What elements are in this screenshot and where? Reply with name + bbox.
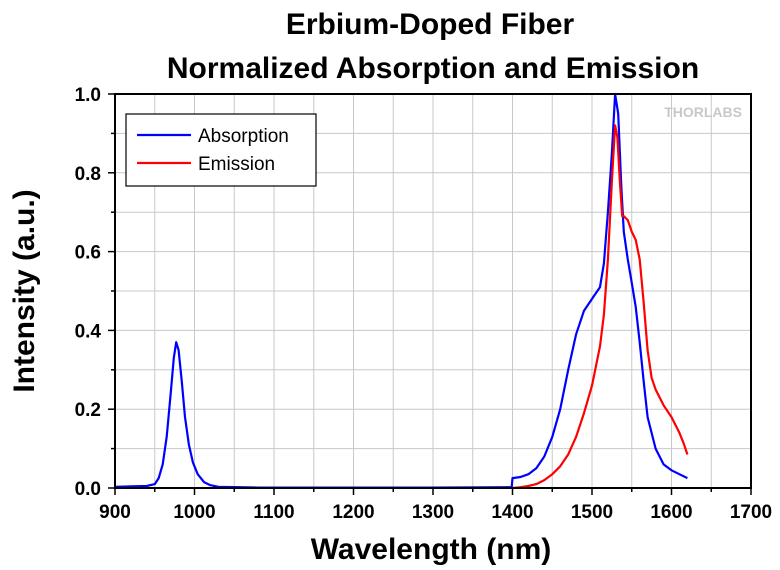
series-line-emission [512, 124, 689, 490]
chart-title-line-1: Erbium-Doped Fiber [286, 8, 575, 41]
x-tick-label: 1200 [332, 502, 374, 523]
y-tick-label: 1.0 [75, 85, 101, 106]
series-layer [114, 92, 689, 490]
legend: Absorption Emission [125, 113, 317, 187]
y-tick-label: 0.2 [75, 400, 101, 421]
watermark-logo: THORLABS [664, 104, 742, 120]
tick-labels: 900 1000 1100 1200 1300 1400 1500 1600 1700 0.0 0.… [75, 85, 773, 523]
plot-frame [114, 93, 752, 489]
y-tick-label: 0.4 [75, 321, 102, 342]
x-axis-title: Wavelength (nm) [311, 533, 552, 566]
x-tick-label: 900 [99, 502, 131, 523]
x-tick-label: 1300 [412, 502, 454, 523]
legend-label-absorption: Absorption [198, 126, 289, 147]
series-line-absorption [114, 92, 688, 489]
y-tick-label: 0.0 [75, 479, 101, 500]
y-tick-label: 0.8 [75, 164, 101, 185]
y-axis-title: Intensity (a.u.) [8, 189, 41, 392]
x-tick-label: 1600 [650, 502, 692, 523]
x-tick-label: 1100 [253, 502, 294, 523]
x-tick-label: 1500 [571, 502, 613, 523]
legend-box [125, 113, 317, 187]
chart-title-line-2: Normalized Absorption and Emission [167, 52, 699, 85]
legend-label-emission: Emission [198, 154, 275, 175]
x-tick-label: 1700 [730, 502, 772, 523]
axis-ticks [108, 93, 752, 495]
x-tick-label: 1000 [173, 502, 215, 523]
x-tick-label: 1400 [491, 502, 533, 523]
y-tick-label: 0.6 [75, 243, 101, 264]
